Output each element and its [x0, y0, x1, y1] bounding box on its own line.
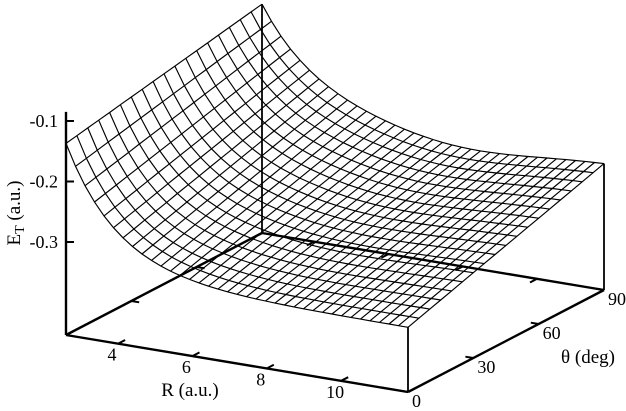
- r-axis-title: R (a.u.): [161, 380, 219, 401]
- r-axis-tick: [117, 339, 126, 345]
- r-axis-line: [65, 333, 409, 394]
- theta-tick-label-0: 0: [412, 391, 421, 411]
- theta-axis-title: θ (deg): [561, 347, 615, 368]
- theta-axis-tick: [465, 355, 474, 359]
- z-axis-title: ET (a.u.): [4, 180, 28, 245]
- theta-axis-line: [407, 288, 605, 394]
- z-tick-label--0.1: -0.1: [30, 111, 59, 131]
- mesh-constant-theta-lines: [65, 3, 605, 328]
- mesh-constant-r-lines: [65, 3, 605, 328]
- r-axis-tick: [191, 351, 200, 357]
- r-axis-tick: [266, 363, 275, 370]
- z-tick-label--0.2: -0.2: [30, 172, 59, 192]
- theta-axis-tick: [595, 287, 605, 291]
- theta-tick-label-30: 30: [477, 357, 495, 377]
- theta-axis-tick: [399, 389, 409, 393]
- z-tick-label--0.3: -0.3: [30, 232, 59, 252]
- r-axis-mirror-tick: [529, 277, 538, 284]
- r-tick-label-4: 4: [108, 345, 117, 365]
- theta-axis-tick: [530, 321, 539, 325]
- floor-left-edge: [65, 231, 263, 337]
- r-axis-tick: [340, 376, 349, 382]
- r-axis-mirror-tick: [455, 265, 464, 271]
- r-tick-label-10: 10: [326, 382, 344, 402]
- theta-tick-label-60: 60: [543, 323, 561, 343]
- r-axis-mirror-tick: [380, 253, 389, 259]
- floor-back-edge: [261, 231, 605, 292]
- theta-tick-label-90: 90: [608, 289, 626, 309]
- theta-axis-mirror-tick: [131, 300, 140, 304]
- r-tick-label-6: 6: [182, 357, 191, 377]
- r-tick-label-8: 8: [256, 369, 265, 389]
